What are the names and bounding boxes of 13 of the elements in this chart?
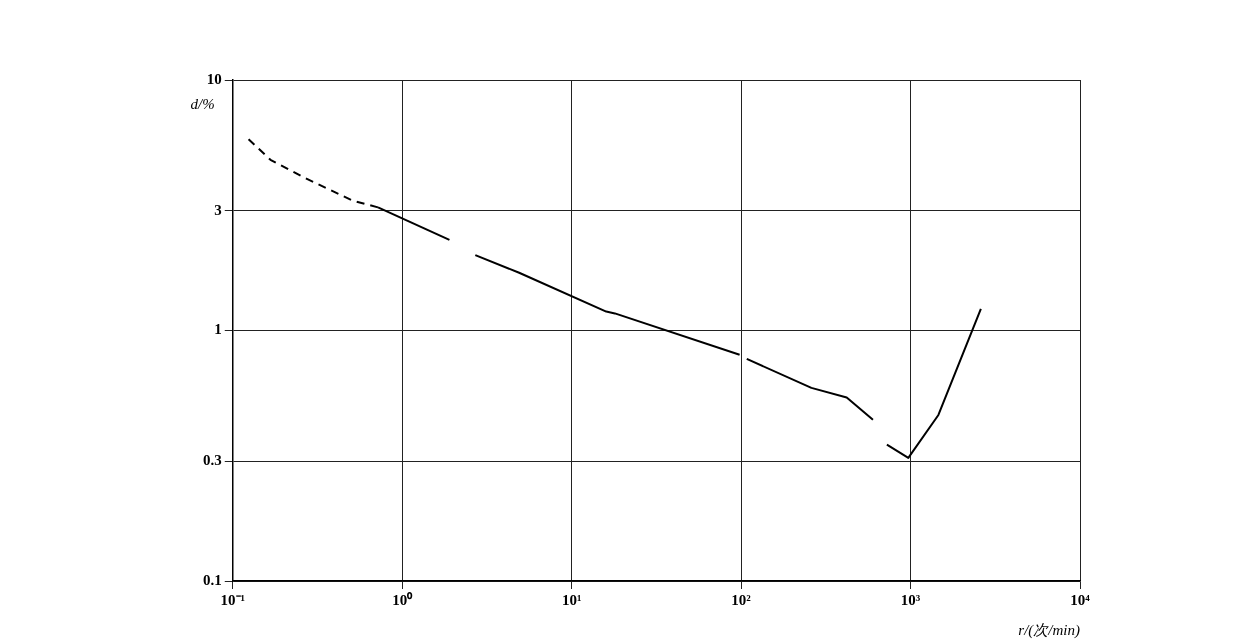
y-tick-label: 0.1	[203, 571, 222, 588]
y-tick-label: 0.3	[203, 452, 222, 469]
x-tick-label: 10⁴	[1070, 591, 1091, 608]
x-tick-label: 10²	[731, 591, 752, 608]
x-tick-label: 10⁰	[392, 590, 414, 608]
x-tick-label: 10³	[900, 591, 921, 608]
y-tick-label: 1	[214, 321, 222, 338]
y-tick-label: 3	[214, 201, 222, 218]
x-tick-label: 10¹	[561, 591, 582, 608]
x-axis-title: r/(次/min)	[1018, 622, 1080, 640]
y-tick-label: 10	[206, 70, 222, 87]
y-axis-title: d/%	[190, 96, 215, 113]
x-tick-label: 10⁻¹	[220, 591, 245, 608]
